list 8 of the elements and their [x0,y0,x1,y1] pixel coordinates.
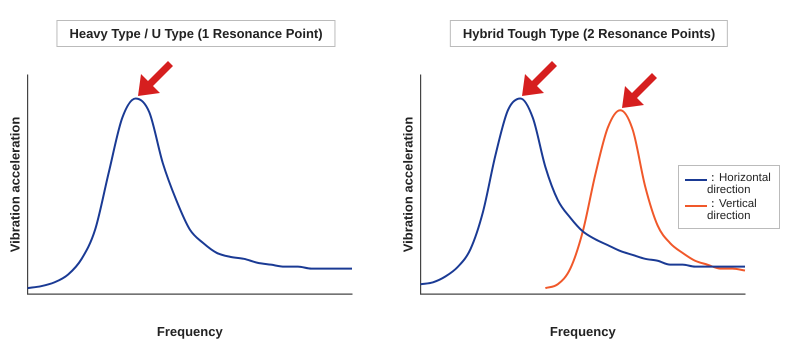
legend-label: ：Vertical direction [707,198,758,222]
x-axis-title: Frequency [156,324,224,339]
legend-label: ：Horizontal direction [707,172,772,196]
y-axis-title: Vibration acceleration [7,116,22,252]
chart-title: Heavy Type / U Type (1 Resonance Point) [56,20,336,47]
chart-title: Hybrid Tough Type (2 Resonance Points) [450,20,728,47]
y-axis-title: Vibration acceleration [400,116,416,252]
x-axis-title: Frequency [550,324,616,339]
